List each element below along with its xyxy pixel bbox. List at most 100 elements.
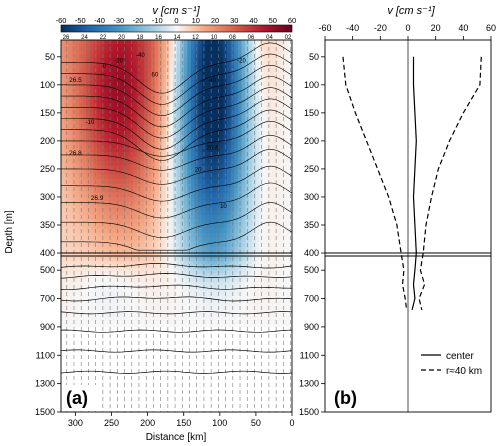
heat-cell [190,179,195,184]
heat-cell [133,264,138,268]
heat-cell [115,223,120,229]
heat-cell [93,232,98,238]
heat-cell [284,312,289,316]
heat-cell [263,125,268,131]
heat-cell [248,147,253,153]
heat-cell [255,134,260,140]
heat-cell [245,261,250,265]
heat-cell [270,48,275,54]
heat-cell [194,161,199,166]
heat-cell [270,267,275,271]
heat-cell [234,301,239,305]
heat-cell [198,275,203,280]
heat-cell [277,264,282,268]
heat-cell [111,107,116,113]
heat-cell [288,307,292,311]
heat-cell [255,93,260,99]
heat-cell [259,134,264,140]
heat-cell [252,111,257,117]
heat-cell [252,267,257,271]
heat-cell [194,84,199,90]
heat-cell [248,84,253,90]
heat-cell [64,134,69,140]
heat-cell [183,284,188,288]
heat-cell [158,219,163,225]
heat-cell [104,210,109,216]
density-contour [61,182,292,219]
heat-cell [241,143,246,149]
heat-cell [219,152,224,157]
heat-cell [183,232,188,238]
heat-cell [176,98,181,104]
heat-cell [154,40,159,45]
heat-cell [147,116,152,122]
heat-cell [219,309,224,314]
heat-cell [190,321,195,325]
heat-cell [223,324,228,328]
heat-cell [237,275,242,280]
heat-cell [248,170,253,175]
heat-cell [245,84,250,90]
heat-cell [97,57,102,63]
heat-cell [140,287,145,291]
heat-cell [107,196,112,202]
heat-cell [107,210,112,216]
heat-cell [133,214,138,220]
heat-cell [212,170,217,175]
heat-cell [227,174,232,180]
heat-cell [125,223,130,229]
heat-cell [162,53,167,59]
heat-cell [75,312,80,316]
heat-cell [255,214,260,220]
heat-cell [219,196,224,202]
heat-cell [219,80,224,86]
heat-cell [122,134,127,140]
heat-cell [284,321,289,325]
heat-cell [165,309,170,314]
heat-cell [234,307,239,311]
heat-cell [234,315,239,319]
heat-cell [89,201,94,207]
heat-cell [255,80,260,86]
heat-cell [122,219,127,225]
heat-cell [133,287,138,291]
heat-cell [248,66,253,72]
heat-cell [212,129,217,135]
heat-cell [277,196,282,202]
heat-cell [165,324,170,328]
heat-cell [129,134,134,140]
heat-cell [263,241,268,247]
heat-cell [147,129,152,135]
heat-cell [194,170,199,175]
heat-cell [288,273,292,277]
heat-cell [248,287,253,291]
heat-cell [234,98,239,104]
heat-cell [180,44,185,50]
heat-cell [61,246,66,252]
heat-cell [263,134,268,140]
heat-cell [288,275,292,280]
heat-cell [140,267,145,271]
heat-cell [198,138,203,144]
heat-cell [122,210,127,216]
heat-cell [125,284,130,288]
heat-cell [68,111,73,117]
heat-cell [198,324,203,328]
heat-cell [198,143,203,149]
heat-cell [79,57,84,63]
heat-cell [104,170,109,175]
heat-cell [89,321,94,325]
heat-cell [219,210,224,216]
heat-cell [162,264,167,268]
heat-cell [100,71,105,77]
heat-cell [68,261,73,265]
heat-cell [104,270,109,274]
heat-cell [255,287,260,291]
heat-cell [212,281,217,285]
heat-cell [223,48,228,54]
heat-cell [133,138,138,144]
heat-cell [277,107,282,113]
heat-cell [61,292,66,297]
colorbar-tick-label: -60 [56,16,67,25]
heat-cell [288,75,292,81]
